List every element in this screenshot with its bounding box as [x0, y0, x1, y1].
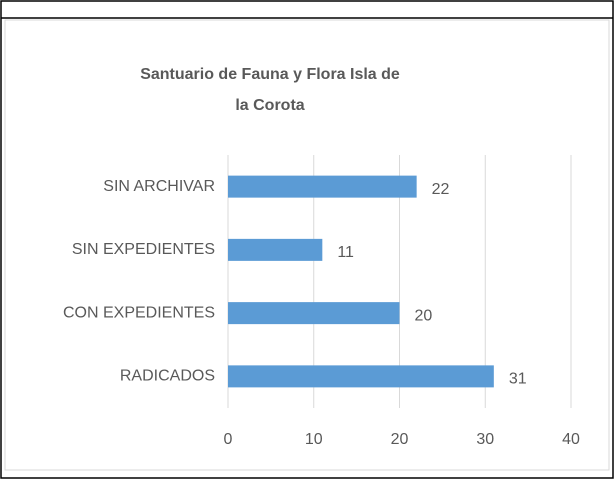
y-tick-label: SIN ARCHIVAR: [103, 178, 215, 195]
chart-title: Santuario de Fauna y Flora Isla de: [140, 66, 400, 83]
bar: [228, 238, 323, 261]
x-tick-label: 20: [391, 431, 409, 448]
data-label: 11: [337, 244, 354, 261]
bar: [228, 302, 400, 325]
y-tick-label: SIN EXPEDIENTES: [72, 241, 215, 258]
data-label: 22: [432, 181, 450, 198]
chart-title: la Corota: [235, 97, 304, 114]
bar: [228, 365, 494, 388]
x-tick-label: 10: [305, 431, 323, 448]
x-tick-label: 40: [562, 431, 580, 448]
x-tick-label: 30: [476, 431, 494, 448]
data-label: 20: [415, 307, 433, 324]
y-tick-label: CON EXPEDIENTES: [63, 304, 215, 321]
bar: [228, 175, 417, 198]
data-label: 31: [509, 371, 527, 388]
y-tick-label: RADICADOS: [120, 368, 215, 385]
x-tick-label: 0: [224, 431, 233, 448]
